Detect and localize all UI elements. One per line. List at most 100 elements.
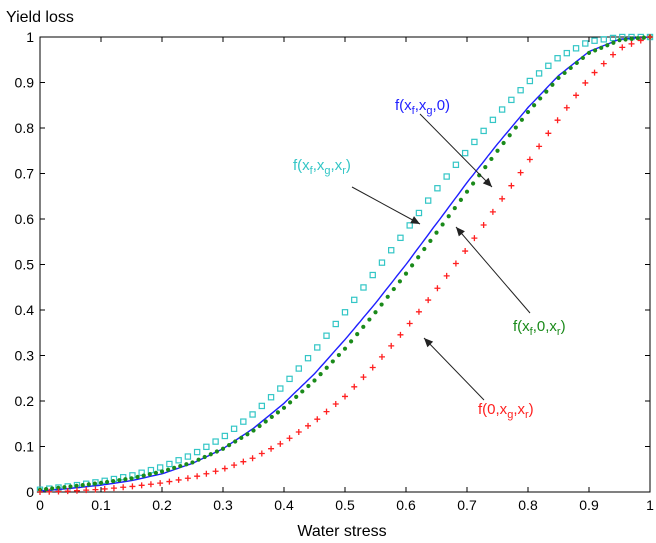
data-point xyxy=(538,96,543,101)
data-point xyxy=(647,34,653,40)
data-point xyxy=(239,435,244,440)
data-point xyxy=(258,450,265,457)
data-point xyxy=(159,469,165,474)
data-point xyxy=(295,365,302,372)
y-tick-label: 0.2 xyxy=(15,393,35,409)
data-point xyxy=(305,422,312,429)
label-subscript: r xyxy=(557,326,561,338)
data-point xyxy=(471,235,478,242)
data-point xyxy=(461,149,469,157)
data-point xyxy=(554,55,561,62)
data-point xyxy=(277,440,284,447)
data-point xyxy=(600,36,607,43)
data-point xyxy=(342,346,348,351)
data-point xyxy=(443,272,450,279)
y-axis-title: Yield loss xyxy=(6,9,74,26)
data-point xyxy=(600,60,607,67)
data-point xyxy=(508,182,515,189)
data-point xyxy=(123,477,128,482)
data-point xyxy=(480,221,487,228)
data-point xyxy=(221,432,229,440)
data-point xyxy=(517,169,524,176)
label-text: f(0,x xyxy=(478,401,508,418)
data-point xyxy=(591,37,598,44)
data-point xyxy=(342,393,348,400)
label-text: ) xyxy=(561,318,566,335)
data-point xyxy=(443,173,450,180)
data-point xyxy=(190,460,195,465)
label-text: ,x xyxy=(331,157,343,174)
data-point xyxy=(446,214,451,219)
data-point xyxy=(269,414,274,420)
x-axis-title: Water stress xyxy=(297,523,386,540)
data-point xyxy=(220,446,226,451)
data-point xyxy=(499,195,506,202)
label-text: ) xyxy=(346,157,351,174)
plot-area-frame xyxy=(39,36,651,493)
data-point xyxy=(341,309,349,316)
data-point xyxy=(166,478,173,485)
data-point xyxy=(397,234,404,242)
x-tick-label: 0 xyxy=(36,497,44,513)
data-point xyxy=(74,483,79,488)
series-line xyxy=(39,36,651,492)
annotation-arrow-head xyxy=(424,338,434,348)
data-point xyxy=(105,479,110,485)
data-point xyxy=(286,435,293,442)
data-point xyxy=(268,445,275,452)
data-point xyxy=(385,294,390,299)
label-subscript: r xyxy=(342,165,346,177)
data-point xyxy=(332,320,339,328)
series-2 xyxy=(39,36,651,492)
data-point xyxy=(44,486,49,492)
data-point xyxy=(203,443,210,451)
data-point xyxy=(452,260,459,267)
x-tick-label: 0.4 xyxy=(274,497,294,513)
data-point xyxy=(110,485,117,492)
data-point xyxy=(37,489,43,495)
data-point xyxy=(388,342,395,349)
data-point xyxy=(641,35,647,40)
series-label-1: f(xf,xg,xr) xyxy=(293,157,351,177)
data-point xyxy=(323,408,330,415)
data-point xyxy=(141,473,146,478)
data-point xyxy=(193,448,201,456)
x-tick-label: 1 xyxy=(646,497,654,513)
label-subscript: f xyxy=(412,105,416,117)
data-point xyxy=(212,438,219,445)
y-tick-label: 0.5 xyxy=(15,257,35,273)
data-point xyxy=(637,37,644,44)
data-point xyxy=(623,37,628,42)
y-tick-label: 0.3 xyxy=(15,348,35,364)
x-tick-label: 0.9 xyxy=(579,497,599,513)
data-point xyxy=(416,255,421,260)
y-tick-label: 0.6 xyxy=(15,211,35,227)
data-point xyxy=(452,161,460,169)
data-point xyxy=(233,439,238,444)
x-tick-label: 0.1 xyxy=(91,497,111,513)
data-point xyxy=(300,389,305,394)
x-tick-label: 0.5 xyxy=(335,497,355,513)
annotation-arrow-head xyxy=(482,177,492,187)
data-point xyxy=(251,428,256,433)
data-point xyxy=(415,209,423,217)
data-point xyxy=(249,411,256,418)
data-point xyxy=(275,410,280,415)
data-point xyxy=(257,423,262,429)
data-point xyxy=(536,143,543,150)
data-point xyxy=(361,324,366,329)
annotation-arrow-line xyxy=(351,186,421,225)
label-subscript: g xyxy=(507,409,513,421)
data-point xyxy=(508,96,515,104)
data-point xyxy=(535,70,543,77)
data-point xyxy=(378,259,386,266)
data-point xyxy=(378,353,385,360)
data-point xyxy=(312,378,317,383)
y-tick-label: 0.7 xyxy=(15,166,35,182)
axis-ticks: 0 0.1 0.2 0.3 0.4 0.5 0.6 0.7 0.8 0.9 1 0 0.1 0.2 0.3 0… xyxy=(15,29,655,513)
data-point xyxy=(550,82,555,87)
data-point xyxy=(410,263,415,268)
data-point xyxy=(330,359,335,364)
data-point xyxy=(379,302,384,307)
